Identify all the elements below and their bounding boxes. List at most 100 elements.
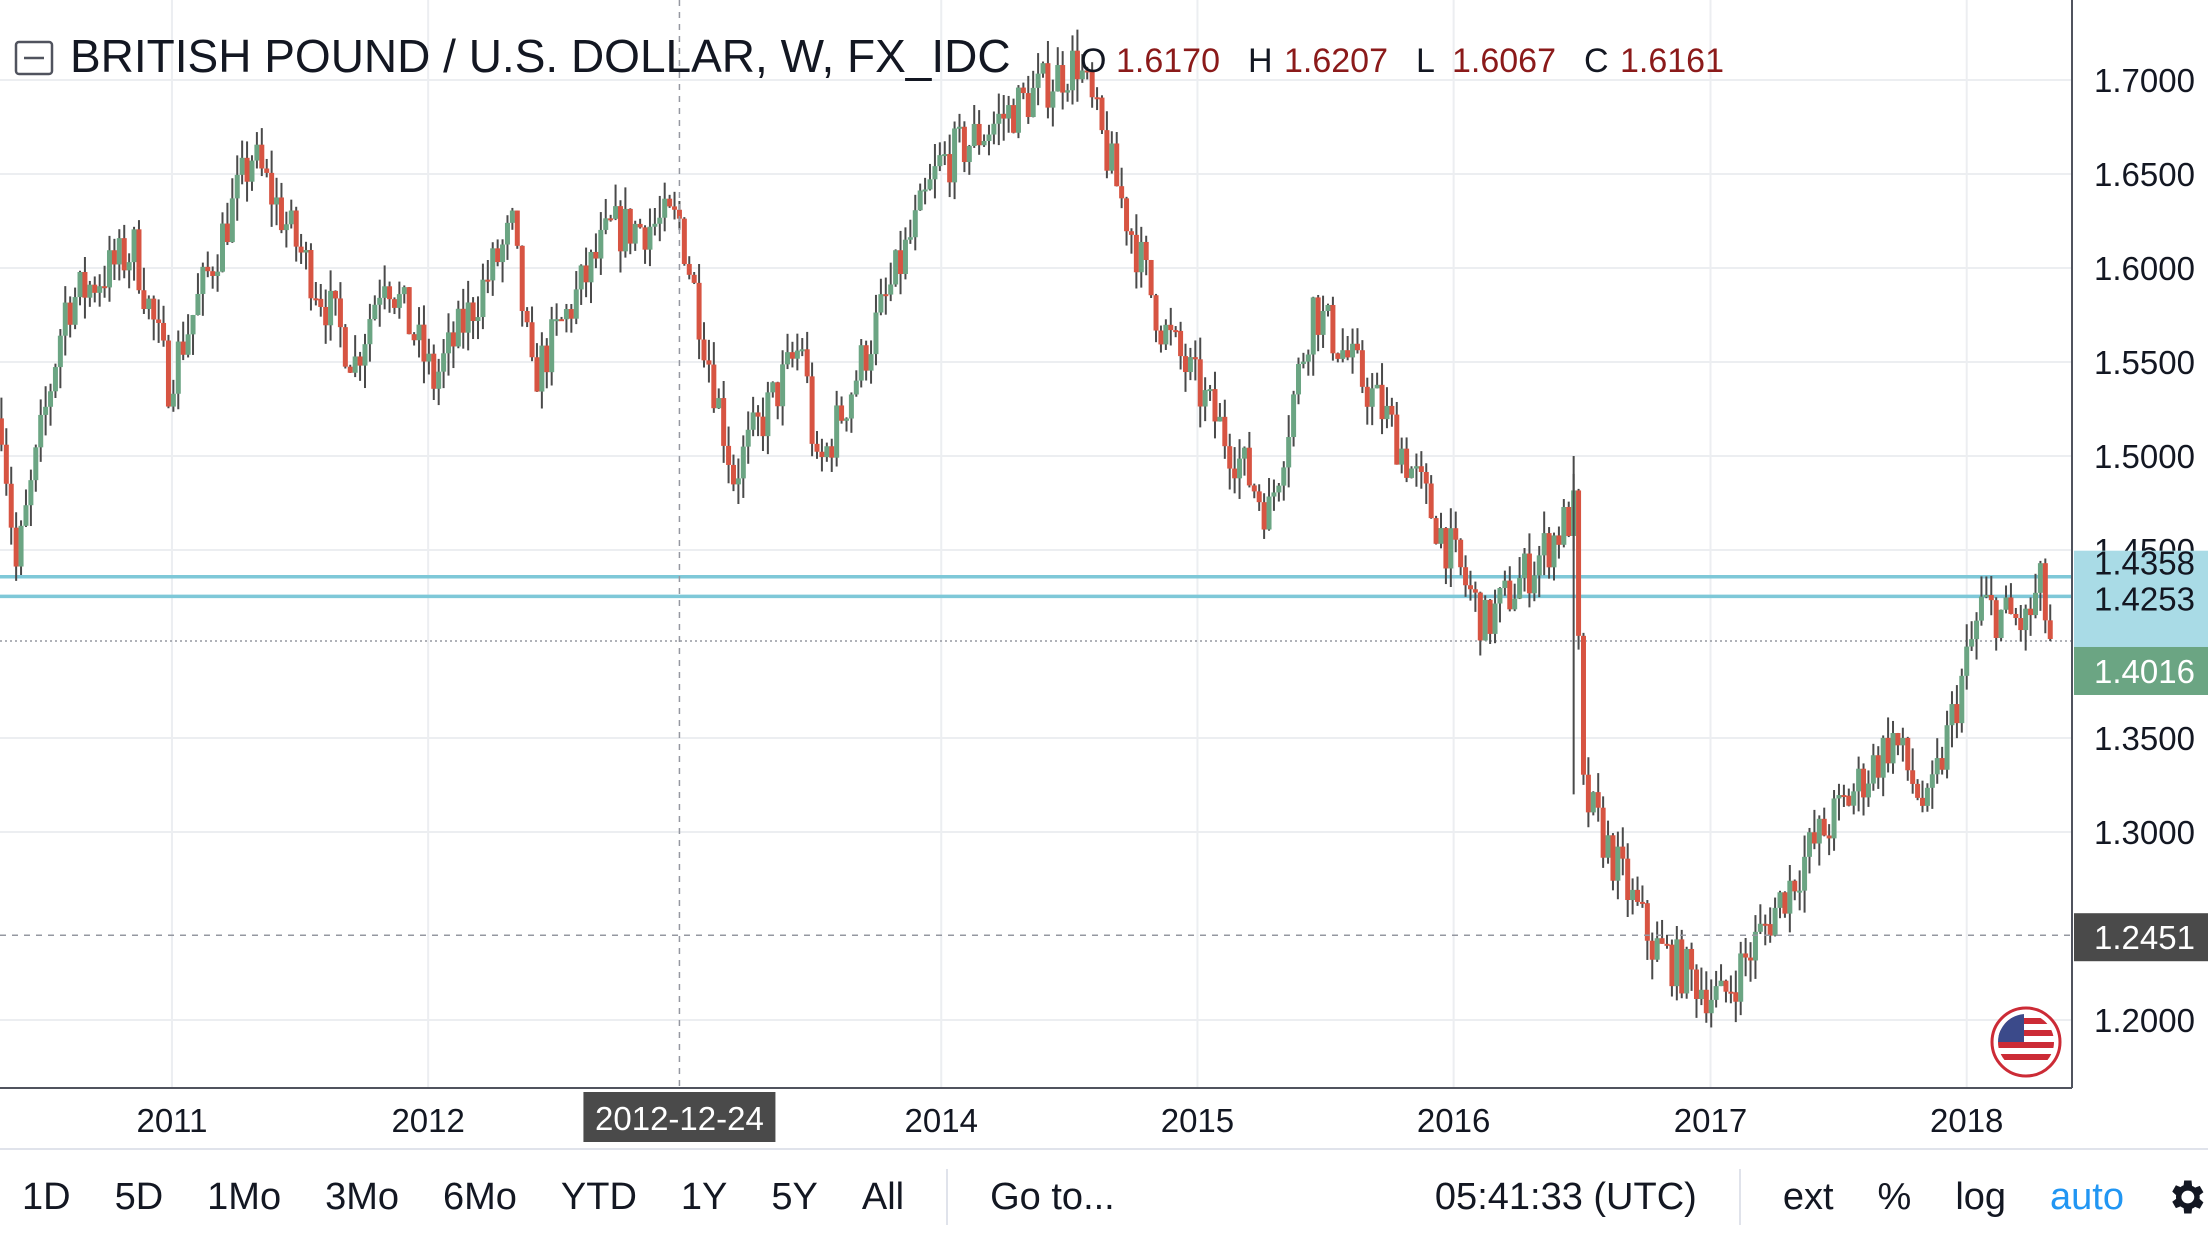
range-6mo-button[interactable]: 6Mo — [443, 1175, 517, 1218]
ohlc-bar — [1693, 964, 1699, 1018]
ohlc-bar — [1836, 783, 1842, 821]
ohlc-bar — [1620, 827, 1626, 876]
price-axis[interactable] — [2072, 0, 2208, 1088]
ohlc-bar — [229, 178, 235, 243]
range-1mo-button[interactable]: 1Mo — [207, 1175, 282, 1218]
ohlc-bar — [681, 217, 687, 266]
ohlc-bar — [966, 144, 972, 175]
ohlc-bar — [274, 177, 280, 226]
ohlc-bar — [490, 242, 496, 296]
ohlc-bar — [1885, 717, 1891, 773]
ohlc-bar — [1949, 691, 1955, 748]
ohlc-bar — [342, 324, 348, 369]
ohlc-bar — [1566, 501, 1572, 538]
ohlc-bar — [721, 381, 727, 463]
ohlc-bar — [917, 183, 923, 211]
ohlc-bar — [33, 444, 39, 492]
ohlc-bar — [1477, 591, 1483, 656]
ohlc-bar — [1114, 132, 1120, 187]
goto-button[interactable]: Go to... — [990, 1175, 1115, 1218]
ohlc-bar — [18, 520, 24, 575]
toolbar-divider — [946, 1169, 949, 1225]
price-tick-label: 1.3000 — [2094, 814, 2195, 851]
ohlc-bar — [1821, 807, 1827, 837]
range-1d-button[interactable]: 1D — [22, 1175, 71, 1218]
plot-area[interactable] — [0, 0, 2072, 1088]
ohlc-bar — [106, 235, 112, 302]
log-toggle[interactable]: log — [1955, 1175, 2007, 1218]
ohlc-bar — [1802, 835, 1808, 913]
ohlc-bar — [657, 195, 663, 242]
ohlc-bar — [215, 254, 221, 292]
ohlc-bar — [185, 314, 191, 358]
ohlc-bar — [1635, 876, 1641, 906]
ohlc-bar — [1993, 597, 1999, 651]
ohlc-bar — [1625, 843, 1631, 917]
ohlc-bar — [1605, 820, 1611, 864]
ohlc-bar — [126, 253, 132, 289]
ohlc-bar — [1890, 720, 1896, 774]
ohlc-bar — [1374, 372, 1380, 389]
ohlc-bar — [1811, 809, 1817, 850]
utc-clock[interactable]: 05:41:33 (UTC) — [1434, 1175, 1697, 1218]
ohlc-bar — [2003, 585, 2009, 614]
time-tick-label: 2014 — [905, 1102, 978, 1139]
us-flag-icon[interactable] — [1990, 1006, 2062, 1078]
ohlc-bar — [323, 289, 329, 344]
ohlc-bar — [1541, 511, 1547, 576]
range-5y-button[interactable]: 5Y — [771, 1175, 818, 1218]
ohlc-bar — [170, 379, 176, 412]
ohlc-bar — [421, 305, 427, 384]
ohlc-bar — [1350, 328, 1356, 374]
ohlc-bar — [1404, 437, 1410, 483]
ohlc-bar — [1438, 512, 1444, 549]
ohlc-value: 1.6161 — [1620, 42, 1724, 80]
symbol-title: BRITISH POUND / U.S. DOLLAR, W, FX_IDC — [70, 30, 1011, 82]
crosshair — [0, 0, 2072, 1088]
ohlc-bar — [637, 218, 643, 229]
ohlc-bar — [1055, 47, 1061, 92]
ohlc-bar — [1865, 770, 1871, 807]
ohlc-bar — [165, 334, 171, 409]
ohlc-bar — [97, 274, 103, 307]
range-1y-button[interactable]: 1Y — [680, 1175, 728, 1218]
chart[interactable]: 1.70001.65001.60001.55001.50001.45001.35… — [0, 0, 2208, 1148]
crosshair-date-label: 2012-12-24 — [595, 1100, 764, 1137]
ohlc-bar — [1237, 439, 1243, 499]
ohlc-bar — [23, 489, 29, 528]
horizontal-lines — [0, 574, 2072, 642]
range-5d-button[interactable]: 5D — [114, 1175, 164, 1218]
ohlc-bar — [937, 142, 943, 172]
ohlc-bar — [382, 265, 388, 310]
ohlc-bar — [1074, 29, 1080, 102]
ohlc-bar — [1772, 897, 1778, 937]
ohlc-bar — [519, 245, 525, 327]
percent-toggle[interactable]: % — [1877, 1175, 1912, 1218]
ohlc-bar — [1207, 384, 1213, 401]
ohlc-bar — [1384, 387, 1390, 429]
gear-icon[interactable] — [2164, 1175, 2208, 1219]
range-ytd-button[interactable]: YTD — [560, 1175, 637, 1218]
ohlc-bar — [529, 306, 535, 362]
ohlc-bar — [539, 332, 545, 409]
ohlc-bar — [205, 251, 211, 278]
time-tick-label: 2012 — [391, 1102, 464, 1139]
range-3mo-button[interactable]: 3Mo — [325, 1175, 399, 1218]
ohlc-bar — [961, 121, 967, 173]
time-tick-label: 2018 — [1930, 1102, 2003, 1139]
ohlc-bar — [116, 229, 122, 281]
time-tick-label: 2017 — [1674, 1102, 1747, 1139]
auto-toggle[interactable]: auto — [2050, 1175, 2124, 1218]
ohlc-bar — [1674, 925, 1680, 1001]
ohlc-bar — [1831, 790, 1837, 851]
ext-toggle[interactable]: ext — [1782, 1175, 1834, 1218]
ohlc-bar — [1659, 919, 1665, 944]
ohlc-bar — [151, 295, 157, 341]
price-tick-label: 1.7000 — [2094, 62, 2195, 99]
range-all-button[interactable]: All — [861, 1175, 905, 1218]
ohlc-bar — [952, 121, 958, 200]
ohlc-bar — [161, 305, 167, 347]
ohlc-bar — [1413, 453, 1419, 487]
time-tick-label: 2015 — [1161, 1102, 1234, 1139]
